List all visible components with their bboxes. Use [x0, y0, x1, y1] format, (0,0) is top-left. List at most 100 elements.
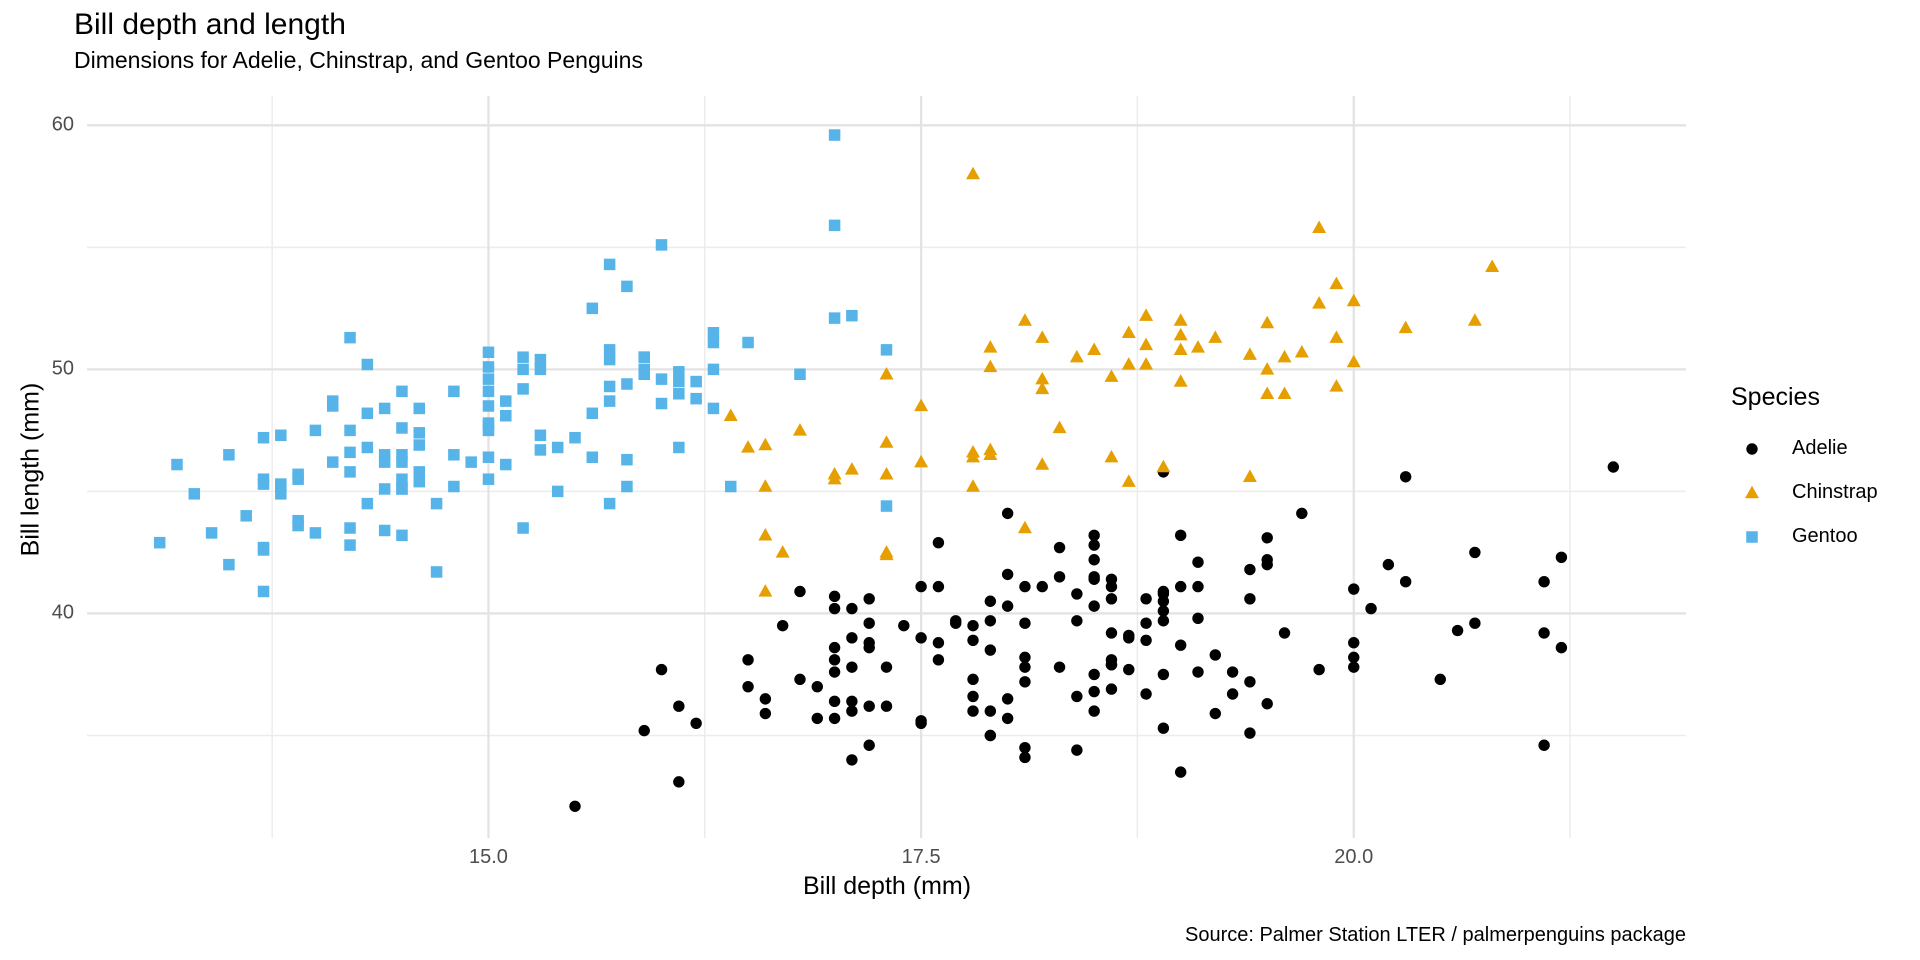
- data-point-chinstrap: [1208, 330, 1223, 343]
- data-point-gentoo: [482, 424, 495, 437]
- data-point-chinstrap: [983, 359, 998, 373]
- data-point-chinstrap: [1277, 349, 1292, 363]
- data-point-adelie: [1192, 666, 1204, 678]
- data-point-chinstrap: [1173, 374, 1188, 387]
- data-point-adelie: [1157, 588, 1170, 600]
- data-point-chinstrap: [775, 545, 790, 558]
- data-point-adelie: [915, 715, 927, 727]
- data-point-gentoo: [551, 441, 564, 454]
- data-point-adelie: [655, 663, 668, 676]
- data-point-gentoo: [603, 353, 616, 366]
- legend-title: Species: [1731, 383, 1820, 411]
- data-point-gentoo: [361, 407, 374, 420]
- data-point-gentoo: [188, 488, 201, 500]
- data-point-gentoo: [603, 395, 616, 407]
- data-point-adelie: [863, 641, 875, 654]
- data-point-adelie: [1209, 707, 1221, 720]
- data-point-chinstrap: [1242, 469, 1257, 482]
- data-point-adelie: [1105, 683, 1118, 695]
- data-point-gentoo: [275, 429, 287, 442]
- data-point-adelie: [1071, 615, 1083, 627]
- data-point-chinstrap: [966, 166, 981, 180]
- data-point-chinstrap: [1329, 379, 1344, 392]
- data-point-gentoo: [638, 351, 650, 363]
- data-point-chinstrap: [1467, 313, 1482, 326]
- data-point-adelie: [932, 536, 945, 549]
- data-point-adelie: [1088, 705, 1100, 717]
- data-point-adelie: [1157, 722, 1170, 734]
- data-point-adelie: [1140, 617, 1152, 629]
- data-point-chinstrap: [758, 479, 773, 492]
- data-point-adelie: [1071, 690, 1083, 703]
- data-point-adelie: [828, 666, 841, 678]
- data-point-gentoo: [413, 439, 426, 451]
- data-point-adelie: [1088, 668, 1100, 681]
- chart-subtitle: Dimensions for Adelie, Chinstrap, and Ge…: [74, 47, 643, 73]
- data-point-adelie: [794, 585, 806, 598]
- chart-title: Bill depth and length: [74, 8, 346, 41]
- data-point-gentoo: [344, 446, 356, 459]
- data-point-chinstrap: [758, 528, 773, 541]
- data-point-adelie: [950, 615, 962, 627]
- data-point-adelie: [880, 661, 893, 673]
- data-point-chinstrap: [1173, 327, 1188, 341]
- data-point-gentoo: [223, 558, 235, 571]
- data-point-adelie: [1019, 651, 1031, 664]
- data-point-adelie: [828, 654, 841, 666]
- data-point-chinstrap: [1035, 371, 1050, 385]
- data-point-chinstrap: [758, 437, 773, 451]
- data-point-gentoo: [482, 385, 495, 398]
- data-point-gentoo: [534, 363, 547, 376]
- data-point-adelie: [863, 617, 875, 629]
- data-point-gentoo: [517, 383, 529, 395]
- data-point-adelie: [1261, 698, 1273, 710]
- data-point-adelie: [984, 729, 997, 742]
- data-point-gentoo: [482, 400, 495, 412]
- data-point-adelie: [569, 800, 581, 812]
- data-point-adelie: [846, 754, 858, 766]
- data-point-adelie: [1123, 632, 1135, 644]
- data-point-adelie: [1261, 532, 1273, 544]
- data-point-adelie: [1001, 507, 1014, 520]
- data-point-adelie: [846, 695, 858, 708]
- data-point-chinstrap: [1312, 296, 1327, 309]
- data-point-gentoo: [621, 280, 633, 293]
- data-point-adelie: [811, 712, 823, 725]
- data-point-gentoo: [378, 449, 391, 461]
- data-point-gentoo: [326, 456, 339, 468]
- data-point-gentoo: [257, 478, 270, 490]
- data-point-adelie: [811, 680, 823, 693]
- data-point-chinstrap: [1190, 340, 1205, 353]
- data-point-gentoo: [361, 441, 374, 454]
- data-point-adelie: [1226, 688, 1239, 700]
- data-point-gentoo: [413, 466, 426, 478]
- data-point-gentoo: [794, 368, 806, 380]
- data-point-adelie: [1296, 507, 1308, 520]
- data-point-adelie: [1105, 659, 1118, 671]
- data-point-adelie: [1399, 471, 1412, 483]
- data-point-adelie: [759, 693, 772, 705]
- data-point-gentoo: [586, 302, 599, 315]
- data-point-chinstrap: [1139, 308, 1154, 321]
- data-point-chinstrap: [758, 584, 773, 597]
- data-point-adelie: [1088, 600, 1100, 612]
- data-point-adelie: [1157, 615, 1170, 627]
- data-point-gentoo: [828, 312, 841, 324]
- data-point-adelie: [1555, 641, 1568, 654]
- data-point-chinstrap: [1156, 459, 1171, 473]
- data-point-gentoo: [707, 336, 720, 349]
- data-point-chinstrap: [1173, 313, 1188, 326]
- data-point-adelie: [1434, 673, 1446, 686]
- data-point-adelie: [967, 673, 979, 686]
- data-point-gentoo: [413, 427, 426, 439]
- data-point-adelie: [1001, 600, 1014, 612]
- data-point-gentoo: [534, 444, 547, 456]
- data-point-adelie: [1001, 712, 1014, 725]
- data-point-gentoo: [378, 402, 391, 415]
- data-point-chinstrap: [966, 449, 981, 463]
- data-point-gentoo: [673, 388, 685, 400]
- data-point-gentoo: [465, 456, 477, 468]
- data-point-chinstrap: [741, 440, 756, 453]
- data-point-adelie: [932, 580, 945, 593]
- data-point-gentoo: [707, 402, 720, 415]
